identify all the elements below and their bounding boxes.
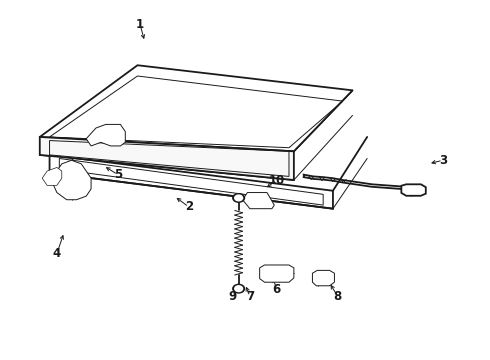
Text: 4: 4 <box>53 247 61 260</box>
Polygon shape <box>260 265 294 282</box>
Polygon shape <box>40 137 294 180</box>
Circle shape <box>233 284 245 293</box>
Circle shape <box>235 286 243 292</box>
Circle shape <box>233 194 245 202</box>
Text: 5: 5 <box>114 168 122 181</box>
Polygon shape <box>313 270 334 286</box>
Text: 10: 10 <box>269 174 285 186</box>
Polygon shape <box>401 184 426 196</box>
Text: 6: 6 <box>272 283 281 296</box>
Text: 9: 9 <box>229 290 237 303</box>
Polygon shape <box>49 155 333 209</box>
Text: 1: 1 <box>136 18 144 31</box>
Text: 2: 2 <box>185 201 193 213</box>
Polygon shape <box>243 193 274 209</box>
Text: 3: 3 <box>439 154 447 167</box>
Text: 8: 8 <box>334 290 342 303</box>
Circle shape <box>235 195 243 201</box>
Polygon shape <box>86 125 125 146</box>
Polygon shape <box>52 160 91 200</box>
Polygon shape <box>42 167 62 185</box>
Text: 7: 7 <box>246 290 254 303</box>
Polygon shape <box>40 65 352 151</box>
